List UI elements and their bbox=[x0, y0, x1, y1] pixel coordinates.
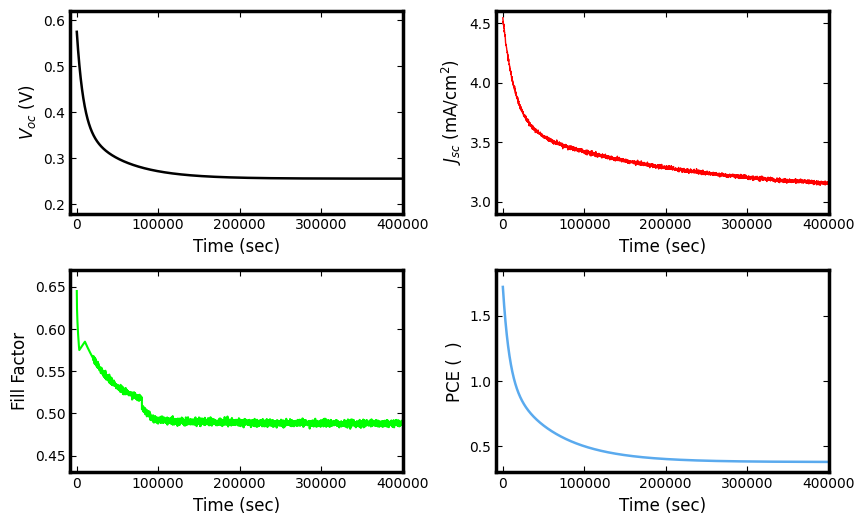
X-axis label: Time (sec): Time (sec) bbox=[193, 238, 280, 256]
X-axis label: Time (sec): Time (sec) bbox=[619, 238, 706, 256]
X-axis label: Time (sec): Time (sec) bbox=[193, 497, 280, 515]
Y-axis label: $J_{sc}$ (mA/cm$^2$): $J_{sc}$ (mA/cm$^2$) bbox=[440, 59, 464, 165]
Y-axis label: $V_{oc}$ (V): $V_{oc}$ (V) bbox=[16, 85, 38, 140]
X-axis label: Time (sec): Time (sec) bbox=[619, 497, 706, 515]
Y-axis label: Fill Factor: Fill Factor bbox=[11, 332, 29, 410]
Y-axis label: PCE (  ): PCE ( ) bbox=[446, 341, 464, 401]
